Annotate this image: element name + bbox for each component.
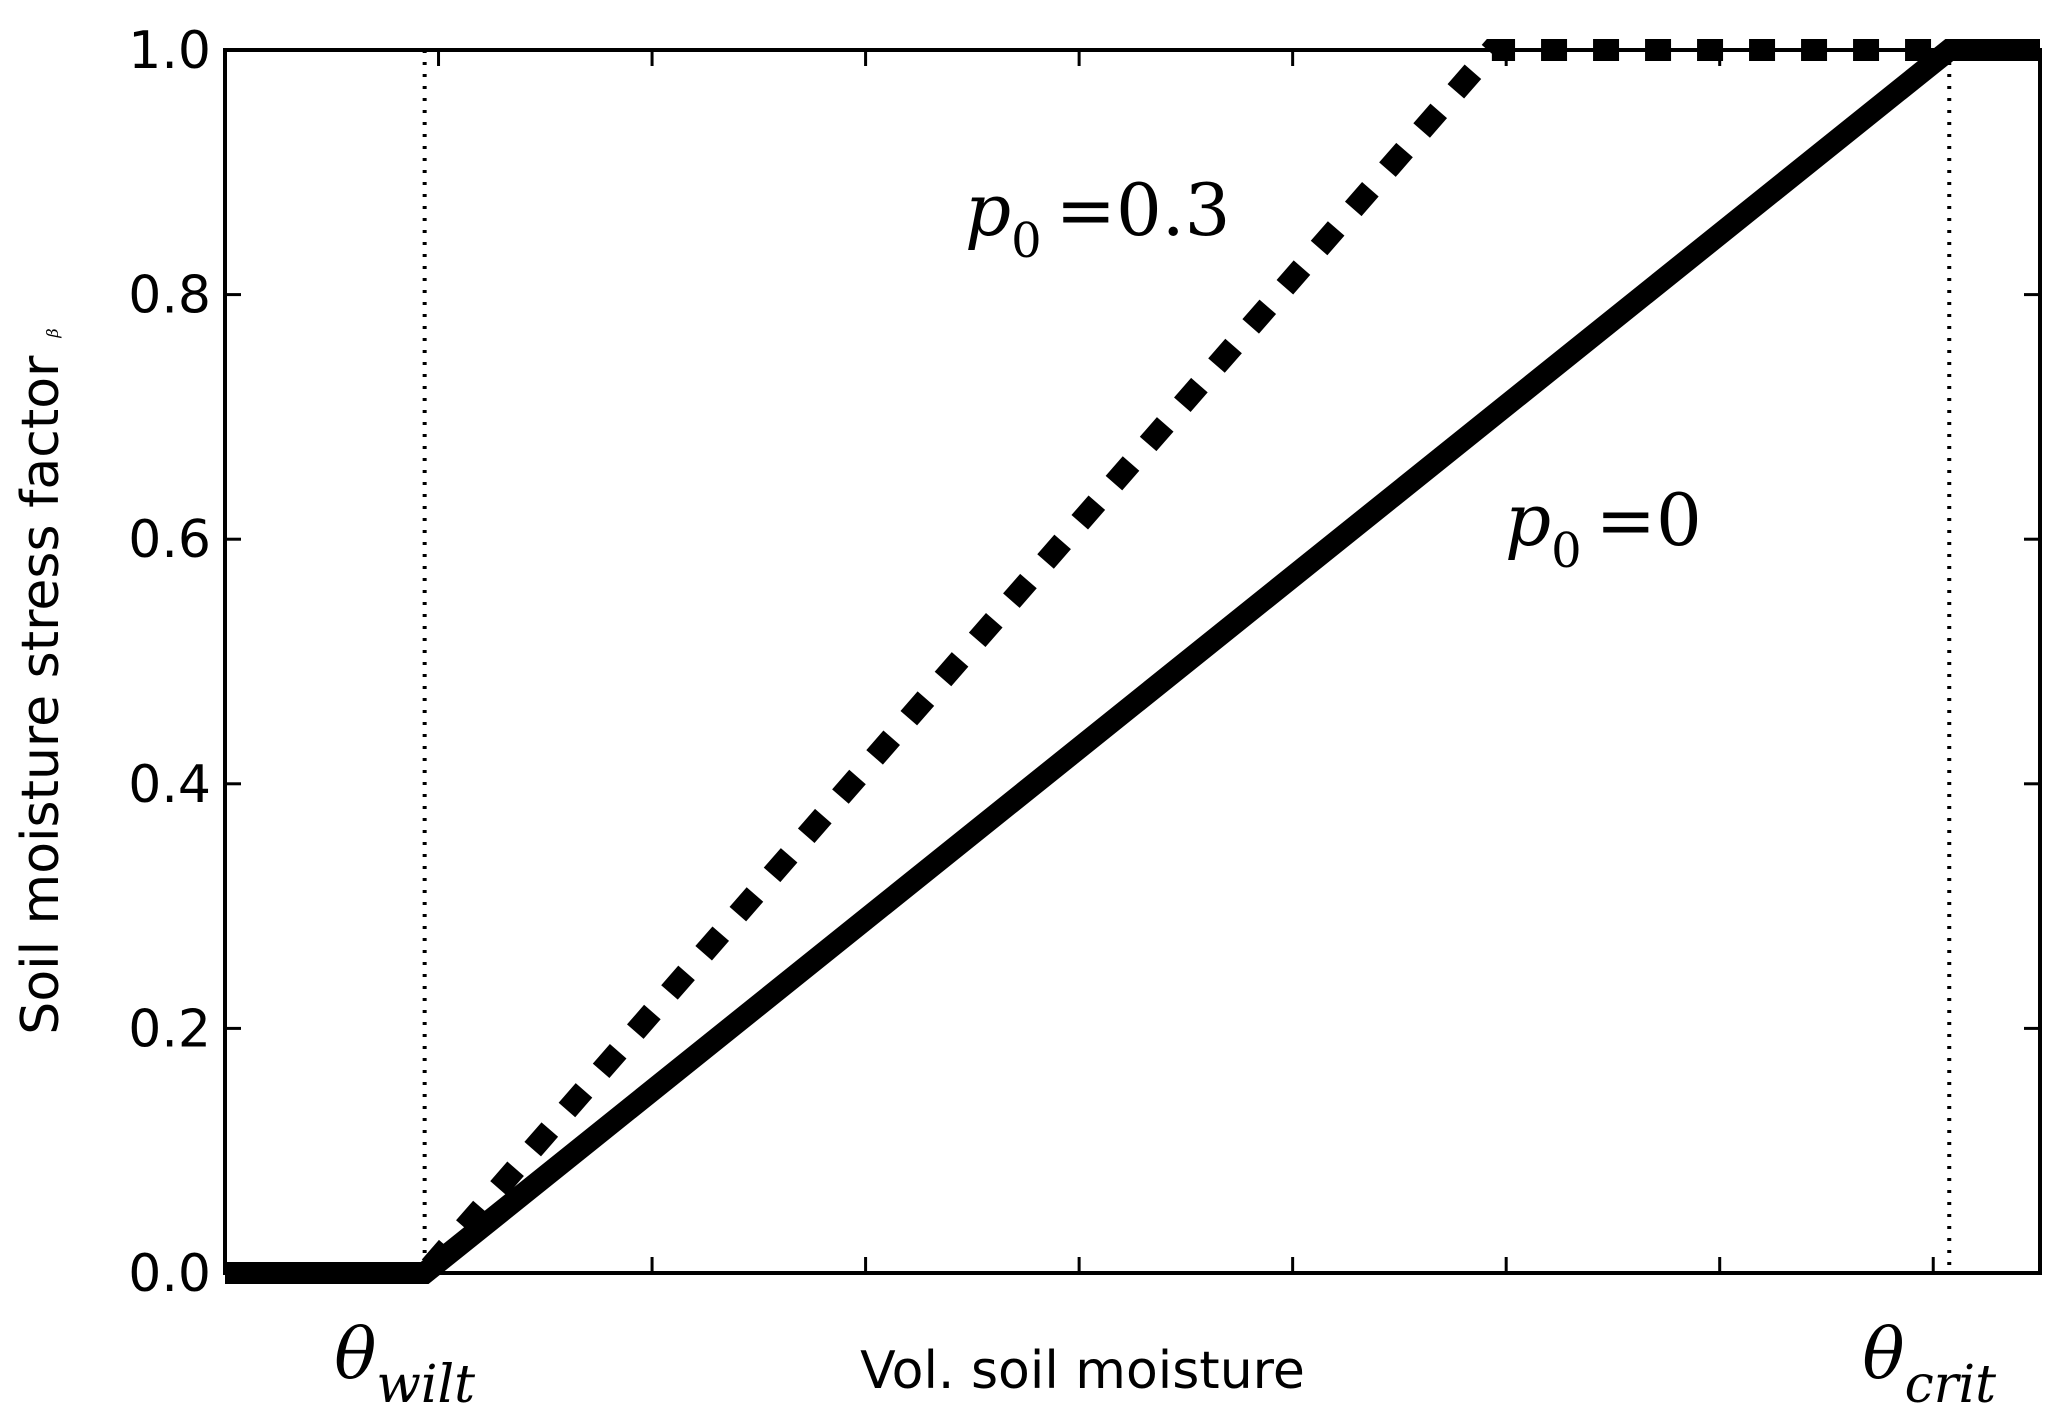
- y-axis-label-symbol: β: [43, 328, 62, 338]
- p-symbol: p: [965, 168, 1011, 252]
- p-subscript: 0: [1551, 523, 1582, 579]
- y-tick-label: 0.2: [128, 999, 211, 1059]
- p-value: =0: [1596, 478, 1702, 562]
- theta-symbol: θ: [334, 1313, 376, 1395]
- x-tick-label-crit: θcrit: [1862, 1313, 1996, 1405]
- y-tick-label: 0.8: [128, 266, 211, 326]
- p-value: =0.3: [1056, 168, 1231, 252]
- y-tick-label: 1.0: [128, 21, 211, 81]
- series-label-p0-0-3: p0 =0.3: [965, 168, 1230, 269]
- y-tick-label: 0.0: [128, 1244, 211, 1304]
- x-axis-label: Vol. soil moisture: [860, 1341, 1305, 1401]
- x-tick-label-wilt: θwilt: [334, 1313, 475, 1405]
- y-axis-label: Soil moisture stress factor β: [11, 328, 71, 1034]
- series-label-p0-0: p0 =0: [1505, 478, 1702, 579]
- y-axis-label-text: Soil moisture stress factor: [11, 355, 71, 1035]
- y-tick-label: 0.6: [128, 510, 211, 570]
- theta-subscript: crit: [1905, 1355, 1997, 1405]
- p-symbol: p: [1505, 478, 1551, 562]
- p-subscript: 0: [1011, 213, 1042, 269]
- theta-subscript: wilt: [376, 1355, 475, 1405]
- y-tick-label: 0.4: [128, 755, 211, 815]
- theta-symbol: θ: [1862, 1313, 1904, 1395]
- plot-frame: [223, 48, 2042, 1275]
